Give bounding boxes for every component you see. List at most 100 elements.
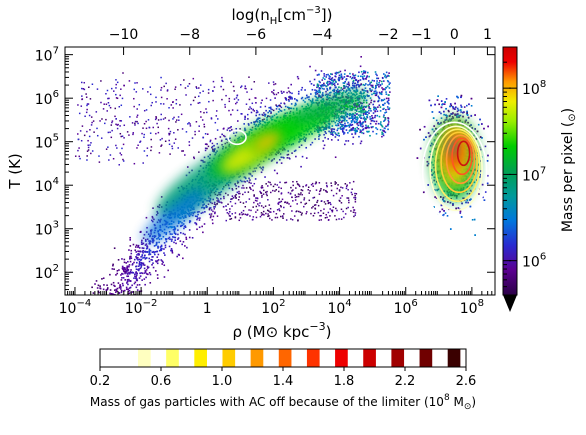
data-point <box>352 79 355 82</box>
data-point <box>203 123 205 126</box>
data-point <box>98 319 100 321</box>
data-point <box>328 122 330 125</box>
data-point <box>335 133 337 136</box>
data-point <box>343 82 346 85</box>
data-point <box>174 138 177 140</box>
data-point <box>131 263 134 266</box>
data-point <box>479 160 482 162</box>
data-point <box>349 109 351 111</box>
data-point <box>88 319 90 321</box>
data-point <box>140 259 142 261</box>
data-point <box>270 112 272 115</box>
data-point <box>313 78 316 81</box>
data-point <box>211 146 213 149</box>
data-point <box>251 102 254 105</box>
data-point <box>122 158 124 161</box>
data-point <box>280 110 283 112</box>
data-point <box>314 138 316 140</box>
data-point <box>338 71 340 74</box>
data-point <box>93 337 95 339</box>
data-point <box>465 201 467 204</box>
data-point <box>140 266 143 268</box>
data-point <box>360 56 362 58</box>
data-point <box>157 131 160 134</box>
data-point <box>323 73 325 75</box>
data-point <box>335 91 338 94</box>
data-point <box>91 121 93 124</box>
data-point <box>208 100 210 103</box>
data-point <box>263 112 265 114</box>
data-point <box>97 336 99 338</box>
data-point <box>383 130 386 133</box>
data-point <box>122 269 125 272</box>
data-point <box>469 199 471 201</box>
data-point <box>429 144 432 147</box>
data-point <box>99 296 101 298</box>
data-point <box>156 277 159 280</box>
data-point <box>355 85 357 87</box>
data-point <box>243 176 246 178</box>
data-point <box>139 140 142 143</box>
data-point <box>175 99 178 101</box>
data-point <box>206 133 209 136</box>
data-point <box>253 195 255 197</box>
data-point <box>378 96 380 99</box>
data-point <box>211 222 214 225</box>
data-point <box>127 268 130 271</box>
data-point <box>160 96 163 99</box>
data-point <box>348 89 350 91</box>
data-point <box>202 136 205 139</box>
data-point <box>435 197 438 199</box>
data-point <box>68 360 70 362</box>
data-point <box>335 114 338 117</box>
data-point <box>126 266 129 269</box>
data-point <box>92 323 94 325</box>
data-point <box>202 204 204 206</box>
data-point <box>72 347 74 349</box>
data-point <box>107 315 109 317</box>
data-point <box>246 113 249 116</box>
data-point <box>353 120 356 123</box>
data-point <box>115 118 117 120</box>
data-point <box>275 93 278 96</box>
data-point <box>435 119 438 122</box>
data-point <box>368 103 371 106</box>
data-point <box>247 124 250 126</box>
data-point <box>120 319 122 321</box>
data-point <box>295 103 297 106</box>
data-point <box>86 108 88 111</box>
data-point <box>262 114 264 117</box>
data-point <box>304 140 306 142</box>
data-point <box>203 223 206 225</box>
data-point <box>86 159 88 161</box>
data-point <box>365 101 368 104</box>
data-point <box>177 229 179 231</box>
data-point <box>91 83 94 85</box>
data-point <box>356 119 359 121</box>
data-point <box>351 108 354 110</box>
data-point <box>101 336 103 338</box>
data-point <box>481 183 484 186</box>
data-point <box>113 289 116 291</box>
data-point <box>468 193 471 195</box>
data-point <box>75 371 77 373</box>
data-point <box>81 98 83 101</box>
data-point <box>244 115 246 118</box>
data-point <box>317 85 319 88</box>
data-point <box>270 111 272 113</box>
data-point <box>91 348 93 350</box>
data-point <box>116 269 119 272</box>
data-point <box>434 183 437 186</box>
data-point <box>374 110 376 112</box>
data-point <box>122 313 124 315</box>
data-point <box>116 147 118 149</box>
data-point <box>203 156 206 159</box>
data-point <box>246 91 248 93</box>
data-point <box>356 130 359 133</box>
data-point <box>356 123 358 125</box>
data-point <box>78 339 80 341</box>
data-point <box>431 111 434 113</box>
data-point <box>155 244 157 247</box>
data-point <box>226 141 228 144</box>
data-point <box>115 79 117 81</box>
